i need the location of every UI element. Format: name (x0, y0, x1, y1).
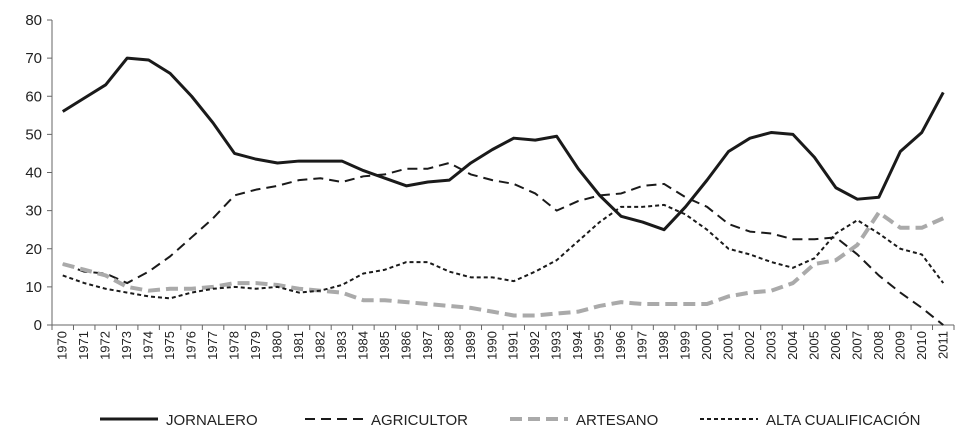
x-tick-label: 1983 (334, 331, 349, 360)
series-line (61, 56, 945, 232)
x-tick-label: 1987 (420, 331, 435, 360)
x-tick-label: 2008 (871, 331, 886, 360)
y-tick-label: 60 (25, 88, 42, 105)
x-tick-label: 2010 (914, 331, 929, 360)
legend-label: JORNALERO (166, 412, 258, 429)
x-tick-label: 1971 (76, 331, 91, 360)
x-tick-label: 1999 (678, 331, 693, 360)
x-tick-label: 1981 (291, 331, 306, 360)
x-tick-label: 1992 (527, 331, 542, 360)
x-tick-label: 1986 (398, 331, 413, 360)
x-tick-label: 1989 (463, 331, 478, 360)
x-tick-label: 1976 (184, 331, 199, 360)
x-tick-label: 2001 (721, 331, 736, 360)
y-tick-label: 80 (25, 12, 42, 29)
series-line (62, 210, 945, 318)
x-tick-label: 1985 (377, 331, 392, 360)
x-tick-label: 2009 (892, 331, 907, 360)
y-tick-label: 10 (25, 279, 42, 296)
x-tick-label: 1990 (484, 331, 499, 360)
x-tick-label: 1972 (98, 331, 113, 360)
y-tick-label: 30 (25, 203, 42, 220)
x-tick-label: 2000 (699, 331, 714, 360)
x-tick-label: 1982 (312, 331, 327, 360)
x-tick-label: 1995 (592, 331, 607, 360)
x-tick-label: 1978 (227, 331, 242, 360)
x-tick-label: 1979 (248, 331, 263, 360)
y-tick-label: 50 (25, 126, 42, 143)
x-tick-label: 1993 (549, 331, 564, 360)
x-tick-label: 1988 (441, 331, 456, 360)
series-line (62, 203, 945, 300)
x-tick-label: 1970 (55, 331, 70, 360)
x-tick-label: 2004 (785, 331, 800, 360)
x-tick-label: 1977 (205, 331, 220, 360)
x-tick-label: 2002 (742, 331, 757, 360)
legend-label: ALTA CUALIFICACIÓN (766, 412, 920, 429)
x-tick-label: 1997 (635, 331, 650, 360)
x-tick-label: 2007 (849, 331, 864, 360)
x-tick-label: 1994 (570, 331, 585, 360)
y-tick-label: 40 (25, 165, 42, 182)
x-tick-label: 2006 (828, 331, 843, 360)
legend-label: AGRICULTOR (371, 412, 468, 429)
x-tick-label: 2003 (763, 331, 778, 360)
x-tick-label: 2005 (806, 331, 821, 360)
x-tick-label: 1984 (355, 331, 370, 360)
legend-label: ARTESANO (576, 412, 658, 429)
y-tick-label: 70 (25, 50, 42, 67)
y-tick-label: 0 (34, 317, 42, 334)
x-tick-label: 1973 (119, 331, 134, 360)
y-tick-label: 20 (25, 241, 42, 258)
x-tick-label: 1974 (141, 331, 156, 360)
x-tick-label: 1975 (162, 331, 177, 360)
x-tick-label: 1996 (613, 331, 628, 360)
x-tick-label: 1980 (270, 331, 285, 360)
x-tick-label: 1991 (506, 331, 521, 360)
series-line (62, 161, 944, 326)
x-tick-label: 2011 (935, 331, 950, 359)
x-tick-label: 1998 (656, 331, 671, 360)
